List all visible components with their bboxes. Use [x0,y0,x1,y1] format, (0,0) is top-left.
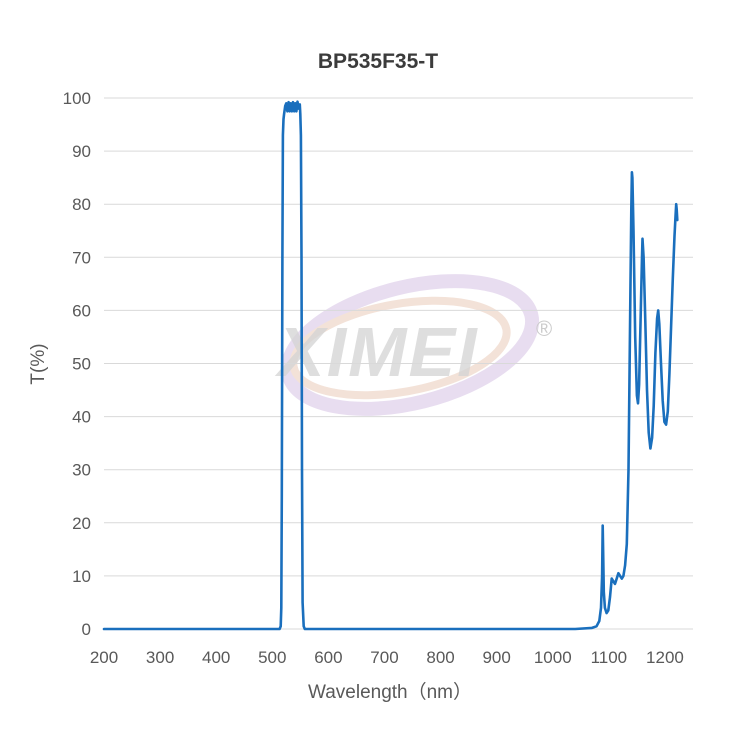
watermark-text: XIMEI [274,313,479,391]
gridlines [104,97,693,630]
watermark-registered-mark: ® [536,316,552,341]
x-axis-tick-labels: 200 300 400 500 600 700 800 900 1000 1100 1200 [90,648,684,667]
x-tick-label-200: 200 [90,648,118,667]
x-tick-label-700: 700 [370,648,398,667]
y-tick-label-50: 50 [72,355,91,374]
x-tick-label-600: 600 [314,648,342,667]
x-tick-label-900: 900 [482,648,510,667]
transmission-series-line-1 [102,100,679,631]
x-tick-label-400: 400 [202,648,230,667]
y-axis-tick-labels: 0 10 20 30 40 50 60 70 80 90 100 [63,89,91,639]
ximei-watermark-logo: XIMEI ® [274,274,552,416]
y-tick-label-0: 0 [82,620,91,639]
x-tick-label-1000: 1000 [534,648,572,667]
x-tick-label-1200: 1200 [646,648,684,667]
y-tick-label-70: 70 [72,248,91,267]
y-tick-label-90: 90 [72,142,91,161]
x-tick-label-300: 300 [146,648,174,667]
y-tick-label-60: 60 [72,301,91,320]
y-tick-label-40: 40 [72,408,91,427]
plot-area [102,100,679,631]
x-tick-label-500: 500 [258,648,286,667]
watermark-swoosh [280,274,540,416]
y-tick-label-30: 30 [72,461,91,480]
x-axis-label: Wavelength（nm） [308,681,472,703]
y-tick-label-100: 100 [63,89,91,108]
y-tick-label-80: 80 [72,195,91,214]
chart-title: BP535F35-T [318,50,438,73]
watermark-swoosh-inner [289,296,511,400]
x-tick-label-1100: 1100 [591,648,628,667]
y-axis-label: T(%) [28,343,49,384]
y-tick-label-20: 20 [72,514,91,533]
x-tick-label-800: 800 [426,648,454,667]
y-tick-label-10: 10 [72,567,91,586]
